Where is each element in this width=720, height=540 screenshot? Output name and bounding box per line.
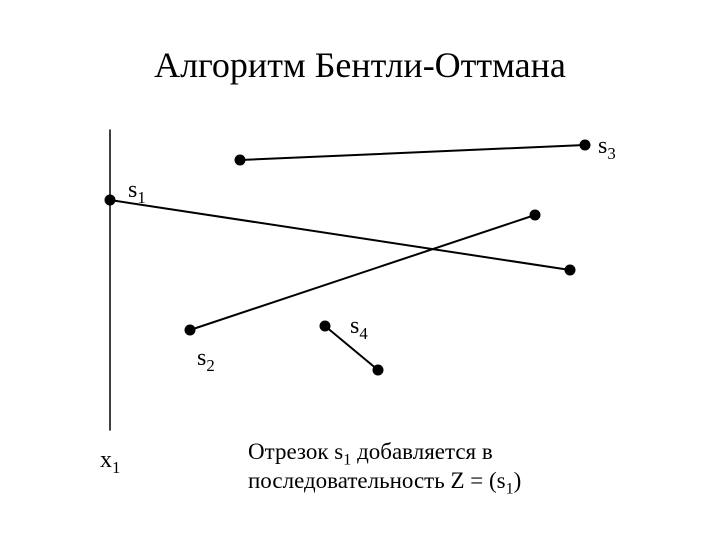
segment-label-s4: s4 xyxy=(350,314,368,338)
segment-label-s1: s1 xyxy=(128,178,146,202)
caption-text: Отрезок s1 добавляется впоследовательнос… xyxy=(248,438,521,496)
segment-label-s3: s3 xyxy=(598,134,616,158)
segment-label-s2: s2 xyxy=(197,346,215,370)
axis-label-x1: x1 xyxy=(100,448,120,472)
diagram-stage: Алгоритм Бентли-Оттмана s1s2s3s4 x1 Отре… xyxy=(0,0,720,540)
